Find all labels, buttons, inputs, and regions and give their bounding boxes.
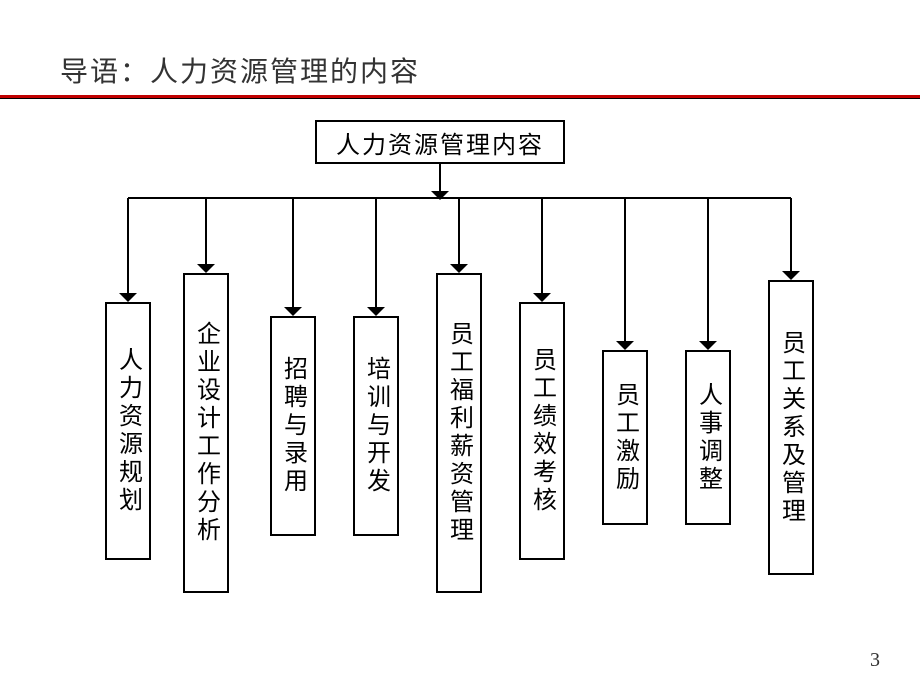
child-node-7: 人事调整: [685, 350, 731, 525]
page-number: 3: [870, 649, 880, 672]
child-node-3: 培训与开发: [353, 316, 399, 536]
root-node: 人力资源管理内容: [315, 120, 565, 164]
child-node-0: 人力资源规划: [105, 302, 151, 560]
child-node-4: 员工福利薪资管理: [436, 273, 482, 593]
child-node-8: 员工关系及管理: [768, 280, 814, 575]
hierarchy-diagram: 人力资源管理内容 人力资源规划企业设计工作分析招聘与录用培训与开发员工福利薪资管…: [0, 0, 920, 690]
child-node-5: 员工绩效考核: [519, 302, 565, 560]
child-node-2: 招聘与录用: [270, 316, 316, 536]
child-node-6: 员工激励: [602, 350, 648, 525]
child-node-1: 企业设计工作分析: [183, 273, 229, 593]
